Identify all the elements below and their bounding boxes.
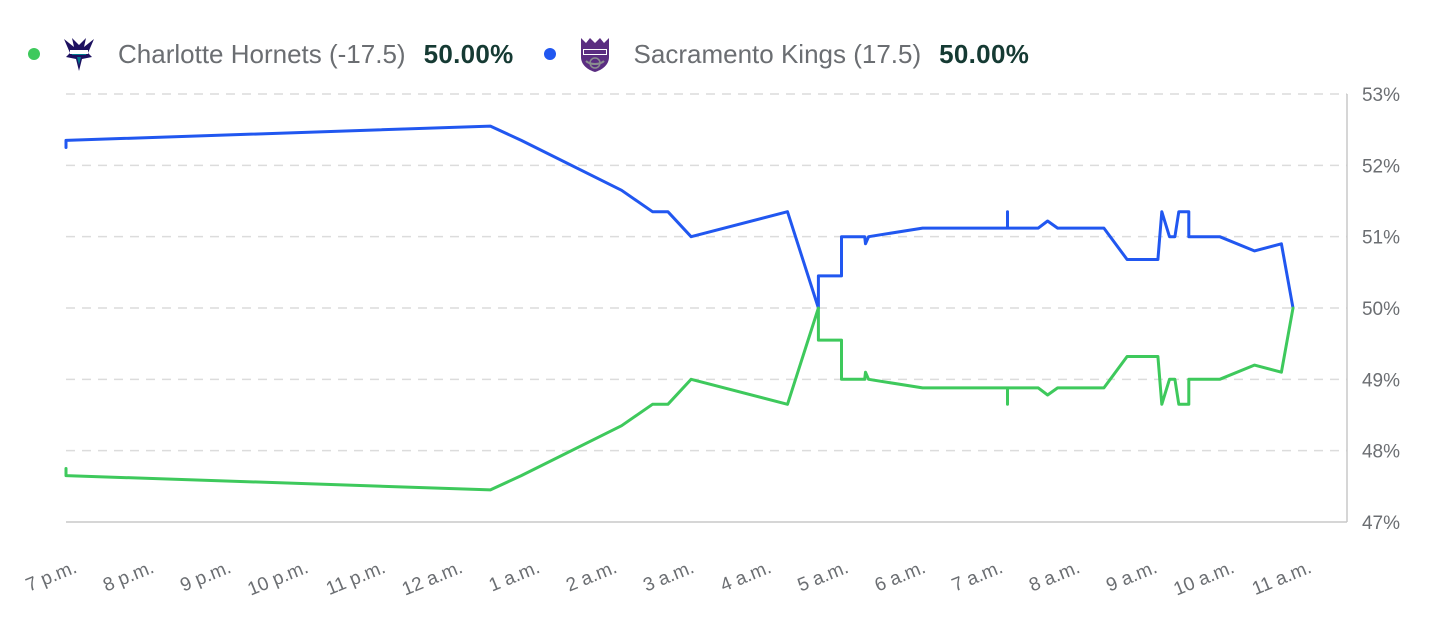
x-tick-label: 1 a.m. — [486, 557, 543, 596]
hornets-legend-percent: 50.00% — [423, 38, 514, 69]
kings-logo-icon — [578, 35, 612, 73]
x-tick-label: 4 a.m. — [718, 557, 775, 596]
x-tick-label: 9 p.m. — [177, 557, 234, 596]
x-tick-label: 2 a.m. — [563, 557, 620, 596]
hornets-logo-icon — [62, 35, 96, 73]
hornets-dot-icon — [28, 48, 40, 60]
kings-legend-percent: 50.00% — [939, 38, 1030, 69]
x-tick-label: 7 a.m. — [949, 557, 1006, 596]
x-axis-ticks: 7 p.m. 8 p.m. 9 p.m. 10 p.m. 11 p.m. 12 a.m. 1… — [23, 557, 1315, 600]
x-tick-label: 12 a.m. — [399, 557, 466, 600]
axes — [66, 94, 1348, 523]
grid-lines — [66, 93, 1347, 452]
kings-legend-label: Sacramento Kings (17.5) — [633, 38, 922, 69]
x-tick-label: 11 p.m. — [323, 557, 388, 600]
x-tick-label: 8 a.m. — [1026, 557, 1083, 596]
kings-dot-icon — [543, 48, 556, 60]
x-tick-label: 11 a.m. — [1249, 557, 1314, 600]
series-lines — [64, 124, 1295, 492]
legend-item-kings[interactable]: Sacramento Kings (17.5) 50.00% — [543, 35, 1030, 73]
x-tick-label: 9 a.m. — [1103, 557, 1160, 596]
x-tick-label: 5 a.m. — [795, 557, 852, 596]
x-tick-label: 7 p.m. — [23, 557, 80, 596]
x-tick-label: 10 a.m. — [1171, 557, 1238, 600]
y-tick-label: 53% — [1362, 85, 1400, 106]
y-axis-ticks: 47% 48% 49% 50% 51% 52% 53% — [1362, 85, 1400, 534]
chart-legend: Charlotte Hornets (-17.5) 50.00% Sacrame… — [28, 26, 1059, 82]
x-tick-label: 8 p.m. — [100, 557, 157, 596]
x-tick-label: 3 a.m. — [640, 557, 697, 596]
y-tick-label: 52% — [1362, 156, 1400, 177]
y-tick-label: 47% — [1362, 513, 1400, 534]
y-tick-label: 48% — [1362, 442, 1400, 463]
y-tick-label: 49% — [1362, 370, 1400, 391]
kings-series-line[interactable] — [64, 124, 1295, 310]
hornets-legend-label: Charlotte Hornets (-17.5) — [118, 38, 406, 69]
y-tick-label: 50% — [1362, 299, 1400, 320]
x-tick-label: 10 p.m. — [245, 557, 312, 600]
y-tick-label: 51% — [1362, 228, 1400, 249]
x-tick-label: 6 a.m. — [872, 557, 929, 596]
legend-item-hornets[interactable]: Charlotte Hornets (-17.5) 50.00% — [28, 35, 514, 73]
hornets-series-line[interactable] — [64, 306, 1295, 492]
